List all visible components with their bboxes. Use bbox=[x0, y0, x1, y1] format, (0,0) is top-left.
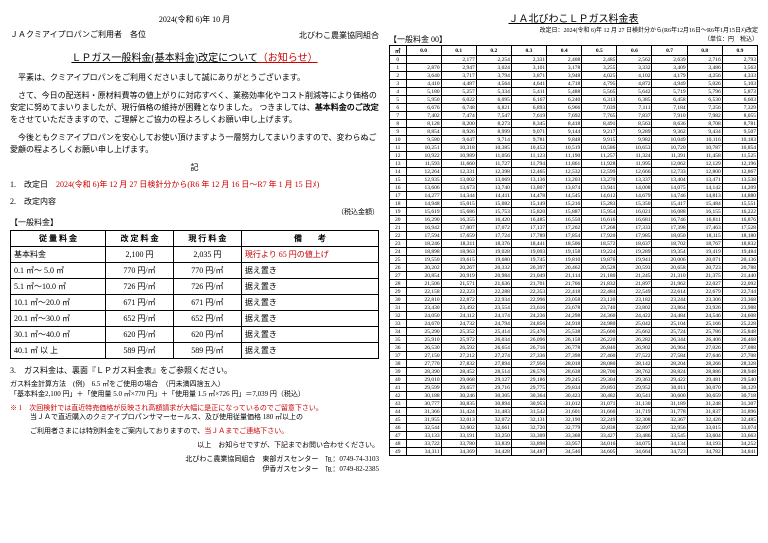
rate-header: 0.7 bbox=[652, 46, 687, 56]
rate-row: 23,6403,7173,7943,8713,9484,0254,1024,17… bbox=[390, 72, 758, 80]
rate-row: 3324,67024,73224,79424,85624,91824,98025… bbox=[390, 320, 758, 328]
rate-header: 0.8 bbox=[687, 46, 722, 56]
rate-row: 2620,20220,26720,33220,39720,46220,52820… bbox=[390, 264, 758, 272]
rate-row: 12,8702,9473,0243,1013,1783,2553,3323,40… bbox=[390, 64, 758, 72]
body2: さて、今日の配送料・原材料費等の値上がりに対応すべく、業務効率化やコスト削減等に… bbox=[10, 90, 379, 126]
price-row: 0.1 ㎥～ 5.0 ㎥770 円/㎥770 円/㎥据え置き bbox=[11, 263, 379, 279]
rate-row: 4230,18830,24630,30530,36430,42330,48230… bbox=[390, 392, 758, 400]
rate-row: 4833,72233,78033,83933,89833,95734,01634… bbox=[390, 440, 758, 448]
rate-row: 88,1288,2008,2738,3458,4188,4918,5638,63… bbox=[390, 120, 758, 128]
rate-row: 2116,94217,00717,07217,13717,20217,26817… bbox=[390, 224, 758, 232]
rate-row: 77,4027,4747,5477,6197,6927,7657,8377,91… bbox=[390, 112, 758, 120]
rate-row: 2922,15822,22322,28822,35322,41822,48422… bbox=[390, 288, 758, 296]
calc-note: ガス料金計算方法 (例) 6.5 ㎥をご使用の場合 （円未満四捨五入） 「基本料… bbox=[10, 380, 379, 400]
price-row: 30.1 ㎥～40.0 ㎥620 円/㎥620 円/㎥据え置き bbox=[11, 327, 379, 343]
rate-row: 1814,94815,01515,08215,14915,21615,28315… bbox=[390, 200, 758, 208]
rate-row: 2217,59417,65917,72417,78917,85417,92017… bbox=[390, 232, 758, 240]
rate-row: 3525,91025,97226,03426,09626,15826,22026… bbox=[390, 336, 758, 344]
category: 【一般料金】 bbox=[10, 217, 379, 228]
price-header: 備 考 bbox=[241, 231, 378, 247]
price-header: 従 量 料 金 bbox=[11, 231, 106, 247]
tax-note: （税込金額） bbox=[10, 207, 379, 217]
rate-row: 4632,54432,60232,66132,72032,77932,83832… bbox=[390, 424, 758, 432]
rate-row: 4733,13333,19133,25033,30933,36833,42733… bbox=[390, 432, 758, 440]
date: 2024(令和 6)年 10 月 bbox=[10, 14, 379, 25]
rate-row: 1512,93513,00213,06913,13613,20313,27013… bbox=[390, 176, 758, 184]
rate-row: 109,5809,6479,7149,7819,8489,9159,98210,… bbox=[390, 136, 758, 144]
rate-row: 3928,39028,45228,51428,57628,63828,70028… bbox=[390, 368, 758, 376]
rate-row: 3123,43023,49223,55423,61623,67823,74023… bbox=[390, 304, 758, 312]
warn1: ※ 1 次回検針では直近特売価格が反映され高額請求が大幅に是正になっているのでご… bbox=[10, 404, 379, 424]
rate-row: 1110,25110,31810,38510,45210,51910,58610… bbox=[390, 144, 758, 152]
rate-row: 4531,95532,01332,07232,13132,19032,24932… bbox=[390, 416, 758, 424]
rate-row: 4330,77730,83530,89430,95331,01231,07131… bbox=[390, 400, 758, 408]
rate-row: 45,1805,2575,3345,4115,4885,5655,6425,71… bbox=[390, 88, 758, 96]
price-row: 基本料金2,100 円2,035 円現行より 65 円の値上げ bbox=[11, 247, 379, 263]
item2: 2. 改定内容 bbox=[10, 196, 379, 207]
rate-row: 4029,01029,06829,12729,18629,24529,30429… bbox=[390, 376, 758, 384]
rate-header: 0.0 bbox=[406, 46, 441, 56]
rate-row: 55,9506,0226,0956,1676,2406,3136,3856,45… bbox=[390, 96, 758, 104]
rate-row: 4934,31134,36934,42834,48734,54634,60534… bbox=[390, 448, 758, 456]
price-row: 40.1 ㎥ 以 上589 円/㎥589 円/㎥据え置き bbox=[11, 343, 379, 359]
title: ＬＰガス一般料金(基本料金)改定について（お知らせ） bbox=[10, 49, 379, 64]
rate-row: 2016,29016,35516,42016,48516,55016,61616… bbox=[390, 216, 758, 224]
price-row: 10.1 ㎥～20.0 ㎥671 円/㎥671 円/㎥据え置き bbox=[11, 295, 379, 311]
rate-row: 1311,59311,66011,72711,79411,86111,92811… bbox=[390, 160, 758, 168]
rate-header: 0.9 bbox=[722, 46, 757, 56]
body1: 平素は、クミアイプロパンをご利用くださいまして誠にありがとうございます。 bbox=[10, 72, 379, 84]
rate-row: 3425,29025,35225,41425,47625,53825,60025… bbox=[390, 328, 758, 336]
notice-panel: 2024(令和 6)年 10 月 ＪＡクミアイプロパンご利用者 各位 北びわこ農… bbox=[10, 10, 379, 474]
rate-row: 2720,85420,91920,98421,04921,11421,18021… bbox=[390, 272, 758, 280]
price-header: 現 行 料 金 bbox=[173, 231, 241, 247]
price-row: 20.1 ㎥～30.0 ㎥652 円/㎥652 円/㎥据え置き bbox=[11, 311, 379, 327]
rate-row: 66,6766,7486,8216,8936,9667,0397,1117,18… bbox=[390, 104, 758, 112]
rate-row: 34,4104,4874,5644,6414,7184,7954,8724,94… bbox=[390, 80, 758, 88]
rate-row: 1915,61915,68615,75315,82015,88715,95416… bbox=[390, 208, 758, 216]
price-row: 5.1 ㎥～10.0 ㎥726 円/㎥726 円/㎥据え置き bbox=[11, 279, 379, 295]
price-table: 従 量 料 金改 定 料 金現 行 料 金備 考 基本料金2,100 円2,03… bbox=[10, 230, 379, 359]
rate-row: 3224,05024,11224,17424,23624,29824,36024… bbox=[390, 312, 758, 320]
rate-header: 0.1 bbox=[441, 46, 476, 56]
rate-row: 1714,27714,34414,41114,47814,54514,61214… bbox=[390, 192, 758, 200]
rate-row: 3022,81022,87222,93422,99623,05823,12023… bbox=[390, 296, 758, 304]
rate-row: 2418,89818,96319,02819,09319,15819,22419… bbox=[390, 248, 758, 256]
rate-row: 98,8548,9268,9999,0719,1449,2179,2899,36… bbox=[390, 128, 758, 136]
footer: 以上 お知らせですが、下記までお問い合わせください。 bbox=[10, 441, 379, 451]
note3: 3. ガス料金は、裏面『ＬＰガス料金表』をご参照ください。 bbox=[10, 365, 379, 376]
rate-row: 4129,59929,65729,71629,77529,83429,89329… bbox=[390, 384, 758, 392]
rate-row: 02,1772,2542,3312,4082,4852,5622,6392,71… bbox=[390, 56, 758, 64]
warn2: ご利用者さまには特別料金をご案内しておりますので、当ＪＡまでご連絡下さい。 bbox=[10, 427, 379, 437]
body3: 今後ともクミアイプロパンを安心してお使い頂けますよう一層努力してまいりますので、… bbox=[10, 132, 379, 156]
rate-row: 4431,36631,42431,48331,54231,60131,66031… bbox=[390, 408, 758, 416]
rate-row: 3626,53026,59226,65426,71626,77826,84026… bbox=[390, 344, 758, 352]
rate-table: ㎥0.00.10.20.30.40.50.60.70.80.9 02,1772,… bbox=[389, 45, 758, 456]
rate-row: 1412,26412,33112,39812,46512,53212,59912… bbox=[390, 168, 758, 176]
rate-header: 0.3 bbox=[511, 46, 546, 56]
rate-row: 1613,60613,67313,74013,80713,87413,94114… bbox=[390, 184, 758, 192]
contact: 北びわこ農業協同組合 東部ガスセンター ℡：0749-74-3103 伊香ガスセ… bbox=[10, 455, 379, 475]
rate-header: 0.2 bbox=[476, 46, 511, 56]
rate-row: 2519,55019,61519,68019,74519,81019,87619… bbox=[390, 256, 758, 264]
rate-title: ＪＡ北びわこＬＰガス料金表 bbox=[389, 10, 758, 25]
title-main: ＬＰガス一般料金(基本料金)改定について bbox=[71, 53, 257, 64]
ki: 記 bbox=[10, 162, 379, 173]
rate-row: 2318,24618,31118,37618,44118,50618,57218… bbox=[390, 240, 758, 248]
rate-header: 0.4 bbox=[547, 46, 582, 56]
rate-header: 0.5 bbox=[582, 46, 617, 56]
rate-row: 3827,77027,83227,89427,95628,01828,08028… bbox=[390, 360, 758, 368]
rate-panel: ＪＡ北びわこＬＰガス料金表 改定日：2024(令和 6)年 12 月 27 日検… bbox=[389, 10, 758, 474]
rate-header: 0.6 bbox=[617, 46, 652, 56]
rate-category: 【一般料金 00】 bbox=[389, 34, 447, 45]
rate-row: 1210,92210,98911,05611,12311,19011,25711… bbox=[390, 152, 758, 160]
rate-row: 3727,15027,21227,27427,33627,39827,46027… bbox=[390, 352, 758, 360]
rate-header: ㎥ bbox=[390, 46, 407, 56]
rate-unit: （単位：円 税込） bbox=[704, 34, 758, 45]
rate-row: 2821,50621,57121,63621,70121,76621,83221… bbox=[390, 280, 758, 288]
rate-sub: 改定日：2024(令和 6)年 12 月 27 日検針分から(R6年12月16日… bbox=[389, 25, 758, 34]
title-note: （お知らせ） bbox=[258, 53, 318, 64]
item1: 1. 改定日 2024(令和 6)年 12 月 27 日検針分から(R6 年 1… bbox=[10, 179, 379, 190]
price-header: 改 定 料 金 bbox=[106, 231, 174, 247]
